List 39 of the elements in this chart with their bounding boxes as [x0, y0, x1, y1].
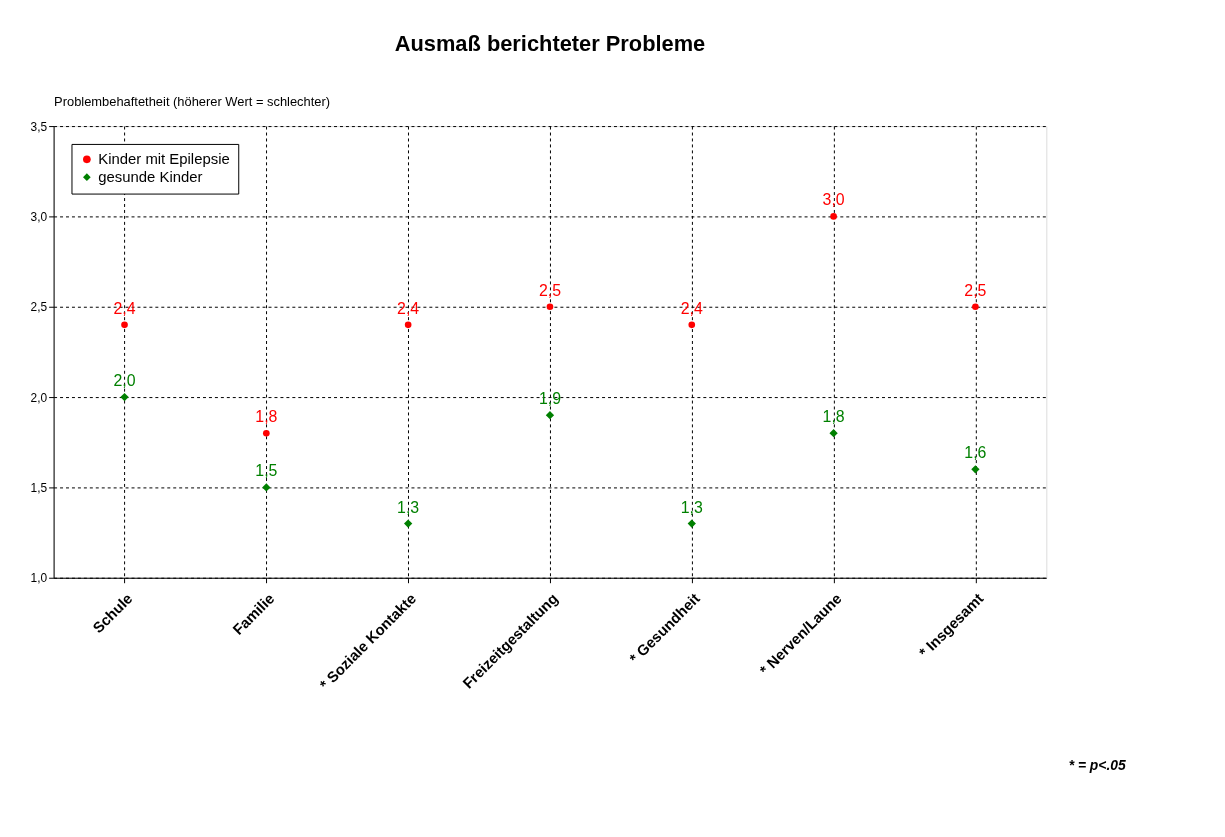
data-label: 1,3: [680, 498, 703, 516]
y-tick-label: 1,0: [30, 571, 48, 586]
y-tick-label: 3,5: [30, 119, 48, 134]
point: [688, 321, 696, 329]
data-label: 1,6: [964, 444, 987, 462]
y-tick-label: 2,0: [30, 390, 48, 405]
point: [687, 519, 696, 528]
point: [972, 303, 979, 311]
data-label: 2,5: [964, 281, 987, 299]
point: [830, 213, 837, 220]
y-tick-label: 3,0: [30, 209, 48, 224]
data-label: 2,0: [113, 372, 136, 390]
y-tick-label: 1,5: [30, 480, 48, 495]
y-axis-title: Problembehaftetheit (höherer Wert = schlechter): [54, 93, 331, 109]
point: [263, 429, 270, 437]
data-label: 2,4: [680, 299, 703, 317]
point: [262, 483, 271, 492]
point: [829, 429, 838, 438]
point: [404, 321, 412, 329]
y-tick-label: 2,5: [30, 300, 48, 315]
legend-label: Kinder mit Epilepsie: [98, 151, 230, 168]
data-label: 1,9: [538, 390, 562, 408]
data-label: 1,3: [397, 498, 420, 516]
point: [121, 321, 128, 329]
point: [120, 392, 129, 402]
data-label: 1,5: [255, 462, 278, 480]
data-label: 1,8: [255, 408, 278, 426]
point: [546, 303, 554, 311]
data-label: 2,4: [113, 299, 136, 317]
data-label: 3,0: [822, 191, 845, 209]
data-label: 2,4: [397, 299, 420, 317]
point: [403, 519, 413, 528]
text: * = p<.05: [1068, 757, 1126, 774]
point: [545, 411, 555, 420]
data-label: 1,8: [822, 408, 845, 426]
data-label: 2,5: [538, 281, 562, 299]
point: [971, 465, 980, 474]
legend-label: gesunde Kinder: [98, 169, 203, 186]
chart-title: Ausmaß berichteter Probleme: [394, 30, 706, 56]
